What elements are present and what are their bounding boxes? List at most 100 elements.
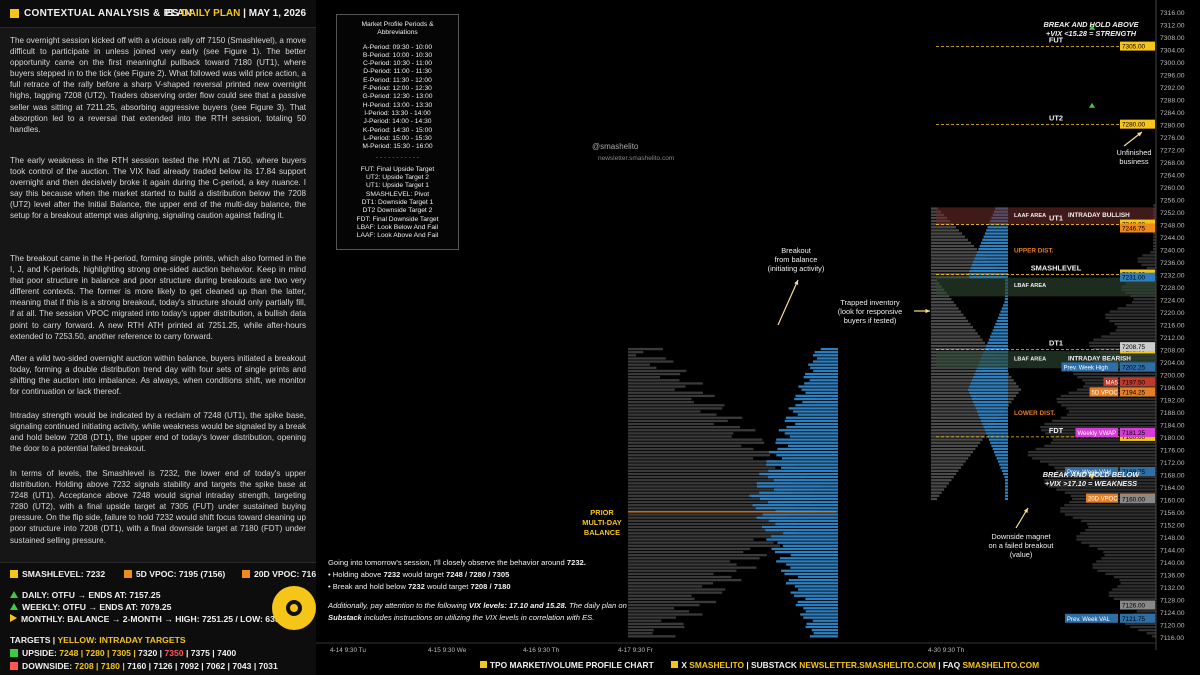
prior-tpo-bar [628, 597, 695, 601]
composite-volume-bar [1103, 550, 1156, 554]
prior-tpo-bar [628, 635, 676, 638]
level-label: SMASHLEVEL [1031, 264, 1082, 273]
session-tpo-bar [931, 419, 997, 423]
prior-tpo-bar [628, 566, 757, 569]
legend-period-item: E-Period: 11:30 - 12:00 [363, 76, 432, 84]
footer-faq-label: FAQ [942, 660, 961, 670]
laaf-zone [936, 207, 1156, 225]
y-tick-label: 7244.00 [1160, 235, 1185, 242]
composite-volume-bar [1085, 529, 1156, 532]
prior-tpo-bar [628, 366, 657, 369]
prior-volume-bar [781, 457, 838, 460]
legend-period-item: J-Period: 14:00 - 14:30 [363, 118, 432, 126]
prior-tpo-bar [628, 544, 781, 547]
prior-volume-bar [787, 444, 838, 448]
prior-volume-bar [756, 482, 838, 485]
composite-volume-bar [1072, 516, 1156, 519]
footer-substack-link[interactable]: NEWSLETTER.SMASHELITO.COM [799, 660, 936, 670]
chart-canvas[interactable]: 7316.00 7312.00 7308.00 7304.00 7300.00 7296.… [316, 0, 1200, 675]
up-triangle-icon [10, 591, 18, 598]
smashlevel-value: SMASHLEVEL: 7232 [22, 569, 106, 579]
composite-volume-bar [1027, 454, 1156, 457]
prior-volume-bar [803, 376, 838, 379]
prior-volume-bar [780, 466, 838, 469]
prior-volume-bar [785, 582, 838, 585]
prior-tpo-bar [628, 404, 725, 407]
x-tick-label: 4-15 9:30 We [428, 647, 467, 654]
legend-abbr-item: UT1: Upside Target 1 [365, 182, 430, 190]
paragraph-overnight: The overnight session kicked off with a … [10, 36, 306, 134]
y-tick-label: 7296.00 [1160, 73, 1185, 80]
session-tpo-bar [931, 310, 961, 313]
prior-tpo-bar [628, 610, 690, 613]
y-tick-label: 7256.00 [1160, 198, 1185, 205]
note-vix-post: The daily plan on [568, 601, 627, 610]
prior-tpo-bar [628, 582, 714, 585]
session-volume-bar [994, 326, 1008, 329]
composite-volume-bar [1064, 491, 1156, 494]
y-tick-label: 7308.00 [1160, 35, 1185, 42]
y-tick-label: 7116.00 [1160, 635, 1184, 642]
y-tick-label: 7140.00 [1160, 560, 1185, 567]
prior-volume-bar [795, 394, 838, 398]
prior-volume-bar [762, 513, 838, 516]
footer-faq-link[interactable]: SMASHELITO.COM [962, 660, 1040, 670]
composite-volume-bar [1101, 557, 1156, 560]
prior-tpo-bar [628, 522, 797, 526]
session-tpo-bar [931, 344, 988, 348]
paragraph-rth-weakness: The early weakness in the RTH session te… [10, 156, 306, 221]
prior-volume-bar [805, 372, 838, 376]
legend-periods: A-Period: 09:30 - 10:00 B-Period: 10:00 -… [341, 44, 454, 152]
prior-tpo-bar [628, 529, 779, 532]
composite-volume-bar [1138, 628, 1156, 632]
smashlevel-square-icon [10, 570, 18, 578]
level-label: FUT [1049, 36, 1064, 45]
composite-volume-bar [1048, 463, 1156, 466]
price-tag-label: Weekly VWAP [1078, 431, 1117, 437]
note-vix: Additionally, pay attention to the follo… [328, 600, 628, 624]
prior-volume-bar [790, 566, 838, 569]
session-tpo-bar [931, 326, 973, 329]
prior-tpo-bar [628, 532, 797, 535]
prior-tpo-bar [628, 482, 791, 485]
session-tpo-bar [931, 276, 998, 279]
legend-period-item: I-Period: 13:30 - 14:00 [364, 109, 431, 117]
session-volume-bar [971, 397, 1008, 401]
unfinished-annotation: Unfinished business [1116, 148, 1152, 166]
profile-chart[interactable]: 7316.00 7312.00 7308.00 7304.00 7300.00 7296.… [316, 0, 1200, 675]
composite-volume-bar [1076, 538, 1156, 541]
prior-tpo-bar [628, 407, 723, 410]
session-volume-bar [969, 391, 1008, 394]
y-tick-label: 7160.00 [1160, 497, 1185, 504]
price-tag-value: 7246.75 [1122, 225, 1146, 232]
prior-tpo-bar [628, 594, 692, 597]
prior-tpo-bar [628, 479, 783, 482]
composite-volume-bar [1125, 622, 1156, 626]
session-tpo-bar [931, 226, 956, 229]
y-tick-label: 7136.00 [1160, 572, 1185, 579]
session-volume-bar [969, 385, 1008, 388]
prior-tpo-bar [628, 369, 687, 373]
session-volume-bar [973, 260, 1008, 263]
prior-volume-bar [778, 429, 838, 432]
composite-volume-bar [1081, 519, 1156, 522]
session-tpo-bar [931, 269, 998, 273]
y-tick-label: 7276.00 [1160, 135, 1185, 142]
prior-tpo-bar [628, 429, 756, 432]
prior-tpo-bar [628, 619, 662, 622]
prior-tpo-bar [628, 488, 813, 491]
footer-x-handle[interactable]: SMASHELITO [689, 660, 745, 670]
price-tag-value: 7280.00 [1122, 122, 1146, 129]
y-tick-label: 7208.00 [1160, 347, 1185, 354]
price-tag-value: 7305.00 [1122, 44, 1146, 51]
prior-volume-bar [765, 529, 838, 532]
paragraph-intraday: Intraday strength would be indicated by … [10, 411, 306, 454]
composite-volume-bar [1097, 547, 1156, 551]
prior-tpo-bar [628, 628, 654, 632]
prior-volume-bar [813, 369, 838, 373]
prior-volume-bar [797, 600, 838, 604]
composite-volume-bar [1066, 407, 1156, 410]
price-tag-value: 7160.00 [1122, 496, 1146, 503]
y-tick-label: 7148.00 [1160, 535, 1185, 542]
footer-chart-label: TPO MARKET/VOLUME PROFILE CHART [489, 660, 654, 670]
